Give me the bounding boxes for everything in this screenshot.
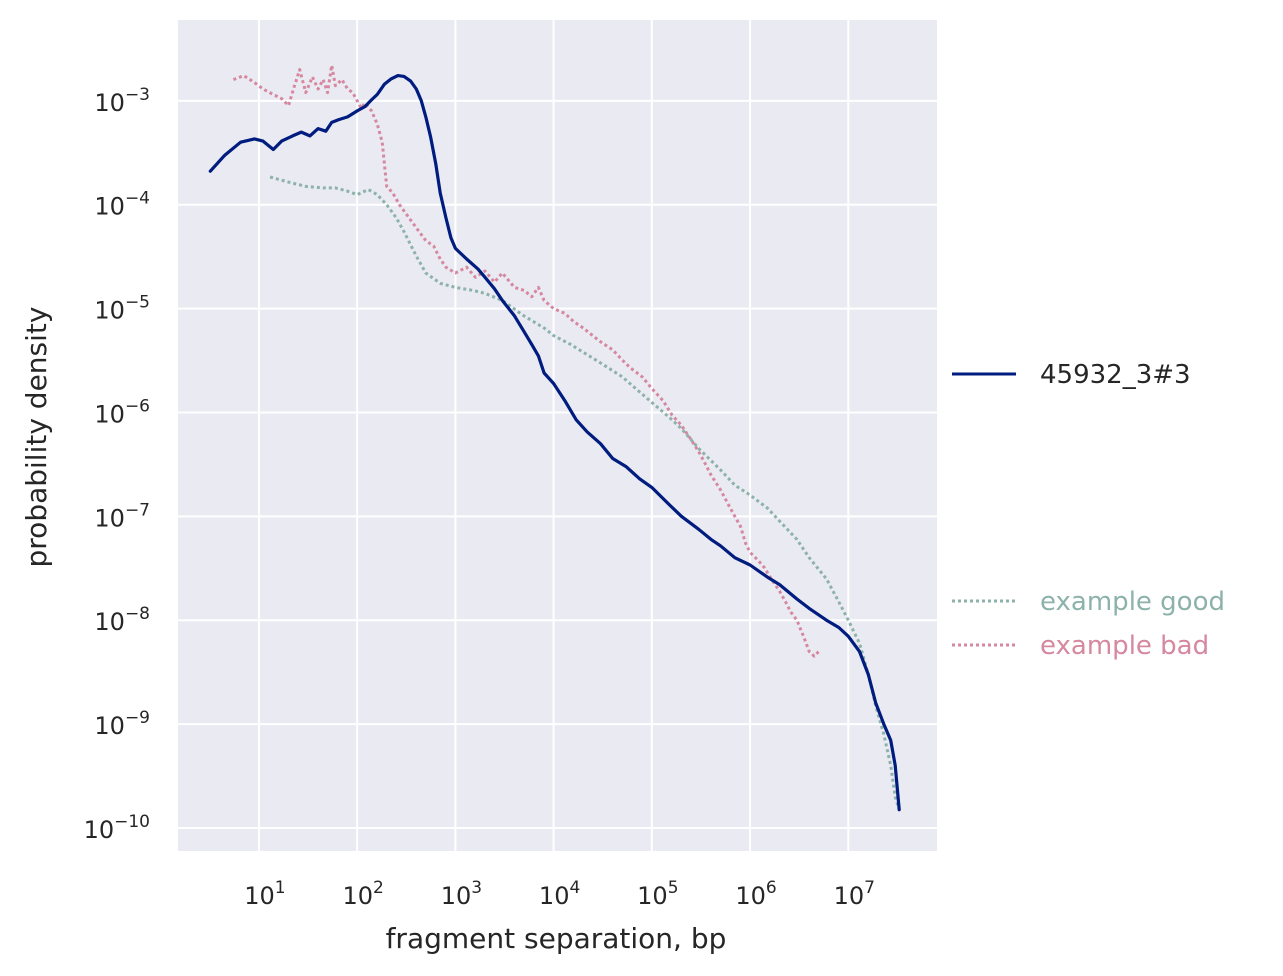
- x-tick-label-exponent: 5: [668, 878, 679, 898]
- x-tick-label: 104: [539, 878, 580, 910]
- y-ticks: 10−310−410−510−610−710−810−910−10: [84, 85, 150, 844]
- y-tick-label-base: 10: [94, 89, 125, 117]
- y-tick-label-exponent: −8: [125, 604, 150, 624]
- y-tick-label: 10−5: [94, 293, 150, 325]
- x-tick-label: 101: [244, 878, 285, 910]
- x-tick-label-base: 10: [735, 882, 766, 910]
- y-tick-label-base: 10: [94, 297, 125, 325]
- x-tick-label-exponent: 4: [569, 878, 580, 898]
- series-line-45932-3-3: [208, 74, 901, 812]
- x-axis-label: fragment separation, bp: [386, 922, 727, 955]
- series-line-example-good: [269, 175, 901, 811]
- y-axis-label: probability density: [20, 307, 53, 568]
- y-tick-label: 10−8: [94, 604, 150, 636]
- x-tick-label: 105: [637, 878, 678, 910]
- y-tick-label-base: 10: [94, 504, 125, 532]
- x-ticks: 101 102 103 104 105 106 107: [244, 878, 875, 910]
- y-tick-label-base: 10: [94, 193, 125, 221]
- y-tick-label-base: 10: [94, 712, 125, 740]
- x-tick-label-exponent: 3: [471, 878, 482, 898]
- y-tick-label-exponent: −4: [125, 189, 150, 209]
- legend-label: 45932_3#3: [1040, 360, 1191, 390]
- y-tick-label: 10−4: [94, 189, 150, 221]
- x-tick-label-base: 10: [244, 882, 275, 910]
- legend-label: example good: [1040, 587, 1225, 617]
- series-layer: [208, 63, 901, 812]
- plot-area: [178, 20, 937, 851]
- x-tick-label-base: 10: [342, 882, 373, 910]
- y-tick-label-exponent: −6: [125, 396, 150, 416]
- x-tick-label: 103: [441, 878, 482, 910]
- x-tick-label-exponent: 2: [373, 878, 384, 898]
- y-tick-label-exponent: −10: [114, 812, 150, 832]
- x-tick-label-exponent: 1: [275, 878, 286, 898]
- y-tick-label: 10−7: [94, 500, 150, 532]
- y-tick-label: 10−3: [94, 85, 150, 117]
- y-tick-label: 10−6: [94, 396, 150, 428]
- y-tick-label-exponent: −3: [125, 85, 150, 105]
- x-tick-label-base: 10: [441, 882, 472, 910]
- x-tick-label-exponent: 7: [864, 878, 875, 898]
- x-tick-label: 106: [735, 878, 776, 910]
- y-tick-label-exponent: −7: [125, 500, 150, 520]
- y-tick-label-exponent: −9: [125, 708, 150, 728]
- y-tick-label: 10−10: [84, 812, 150, 844]
- y-tick-label-exponent: −5: [125, 293, 150, 313]
- grid: [178, 20, 937, 851]
- x-tick-label: 107: [834, 878, 875, 910]
- x-tick-label-base: 10: [637, 882, 668, 910]
- legend-label: example bad: [1040, 631, 1209, 661]
- x-tick-label-exponent: 6: [766, 878, 777, 898]
- x-tick-label: 102: [342, 878, 383, 910]
- y-tick-label-base: 10: [94, 608, 125, 636]
- y-tick-label-base: 10: [84, 816, 115, 844]
- series-line-example-bad: [232, 63, 820, 658]
- y-tick-label: 10−9: [94, 708, 150, 740]
- x-tick-label-base: 10: [834, 882, 865, 910]
- x-tick-label-base: 10: [539, 882, 570, 910]
- y-tick-label-base: 10: [94, 400, 125, 428]
